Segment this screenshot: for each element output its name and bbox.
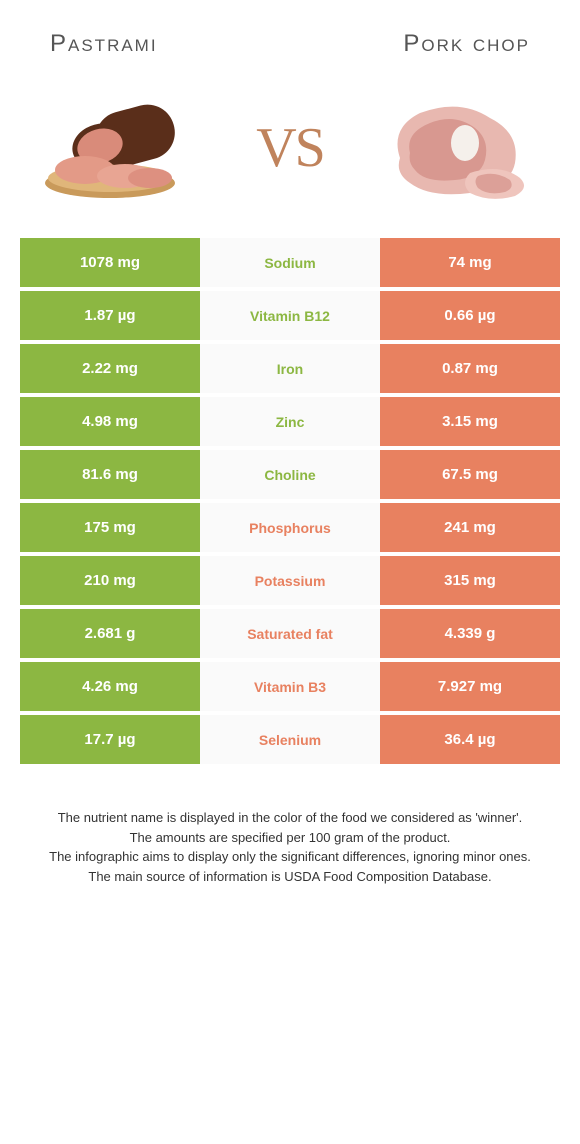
nutrient-label: Zinc (200, 397, 380, 446)
table-row: 2.681 gSaturated fat4.339 g (20, 609, 560, 658)
left-value: 81.6 mg (20, 450, 200, 499)
caption-line: The main source of information is USDA F… (40, 867, 540, 887)
right-value: 67.5 mg (380, 450, 560, 499)
left-value: 175 mg (20, 503, 200, 552)
right-value: 0.87 mg (380, 344, 560, 393)
nutrient-label: Vitamin B3 (200, 662, 380, 711)
table-row: 17.7 µgSelenium36.4 µg (20, 715, 560, 764)
right-value: 3.15 mg (380, 397, 560, 446)
left-value: 2.22 mg (20, 344, 200, 393)
vs-row: VS (0, 68, 580, 238)
nutrient-label: Sodium (200, 238, 380, 287)
table-row: 1078 mgSodium74 mg (20, 238, 560, 287)
right-value: 74 mg (380, 238, 560, 287)
caption-line: The infographic aims to display only the… (40, 847, 540, 867)
vs-label: VS (256, 116, 324, 180)
left-value: 17.7 µg (20, 715, 200, 764)
right-food-title: Pork chop (403, 30, 530, 58)
nutrient-label: Selenium (200, 715, 380, 764)
table-row: 210 mgPotassium315 mg (20, 556, 560, 605)
right-value: 241 mg (380, 503, 560, 552)
left-value: 210 mg (20, 556, 200, 605)
comparison-table: 1078 mgSodium74 mg1.87 µgVitamin B120.66… (20, 238, 560, 764)
table-row: 1.87 µgVitamin B120.66 µg (20, 291, 560, 340)
caption: The nutrient name is displayed in the co… (0, 768, 580, 906)
right-value: 0.66 µg (380, 291, 560, 340)
caption-line: The amounts are specified per 100 gram o… (40, 828, 540, 848)
porkchop-image (370, 88, 540, 208)
pastrami-image (40, 88, 210, 208)
nutrient-label: Choline (200, 450, 380, 499)
right-value: 4.339 g (380, 609, 560, 658)
right-value: 7.927 mg (380, 662, 560, 711)
nutrient-label: Potassium (200, 556, 380, 605)
nutrient-label: Saturated fat (200, 609, 380, 658)
left-value: 1.87 µg (20, 291, 200, 340)
left-value: 1078 mg (20, 238, 200, 287)
right-value: 315 mg (380, 556, 560, 605)
table-row: 4.26 mgVitamin B37.927 mg (20, 662, 560, 711)
left-food-title: Pastrami (50, 30, 158, 58)
caption-line: The nutrient name is displayed in the co… (40, 808, 540, 828)
table-row: 81.6 mgCholine67.5 mg (20, 450, 560, 499)
nutrient-label: Vitamin B12 (200, 291, 380, 340)
table-row: 2.22 mgIron0.87 mg (20, 344, 560, 393)
left-value: 4.98 mg (20, 397, 200, 446)
nutrient-label: Iron (200, 344, 380, 393)
table-row: 175 mgPhosphorus241 mg (20, 503, 560, 552)
left-value: 4.26 mg (20, 662, 200, 711)
right-value: 36.4 µg (380, 715, 560, 764)
nutrient-label: Phosphorus (200, 503, 380, 552)
table-row: 4.98 mgZinc3.15 mg (20, 397, 560, 446)
header: Pastrami Pork chop (0, 0, 580, 68)
left-value: 2.681 g (20, 609, 200, 658)
